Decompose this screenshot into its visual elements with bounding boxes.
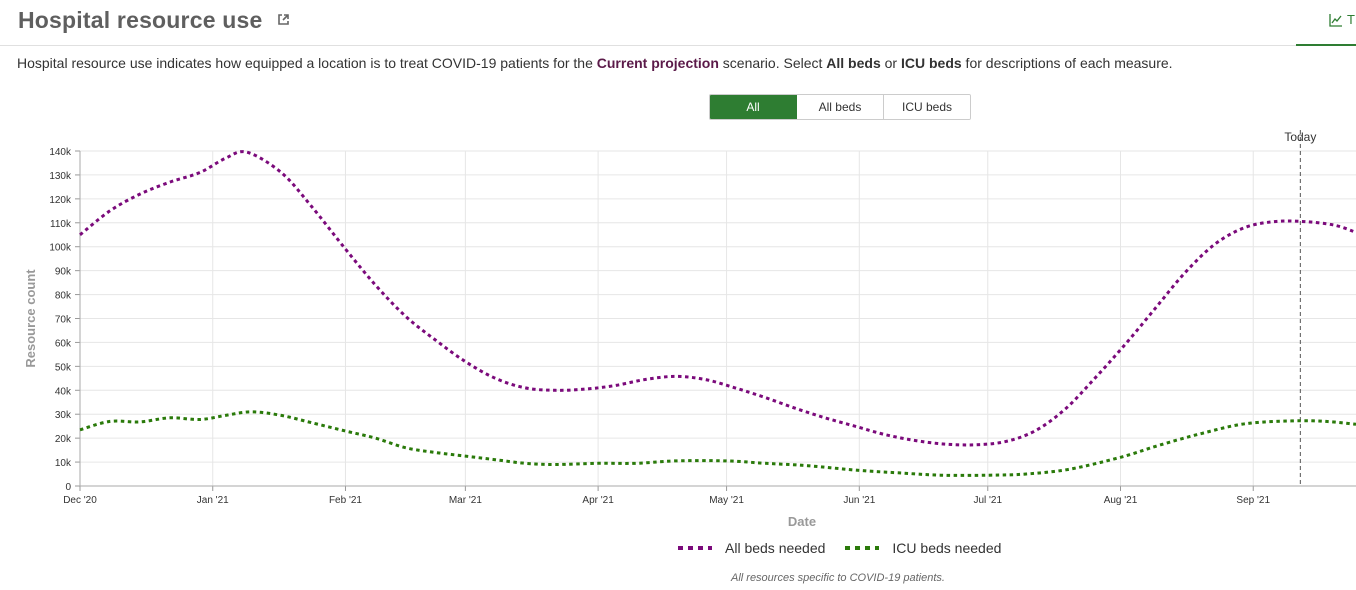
y-tick-label: 140k (49, 147, 72, 158)
measure-toggle: All All beds ICU beds (709, 94, 971, 120)
y-tick-label: 120k (49, 195, 72, 206)
legend-label-icu-beds: ICU beds needed (892, 540, 1002, 556)
series-line-icu-beds-needed (79, 410, 1356, 477)
y-tick-label: 60k (55, 338, 72, 349)
x-tick-label: Jan '21 (197, 495, 229, 506)
y-tick-label: 0 (65, 482, 71, 493)
x-tick-label: Aug '21 (1104, 495, 1138, 506)
icu-beds-term: ICU beds (900, 55, 962, 71)
x-tick-label: May '21 (709, 495, 744, 506)
all-beds-term: All beds (826, 55, 881, 71)
y-tick-label: 90k (55, 267, 72, 278)
scenario-name: Current projection (596, 55, 719, 71)
tab-chart[interactable]: T (1296, 0, 1356, 46)
description-part: or (880, 55, 901, 71)
series-line-all-beds-needed (79, 150, 1356, 447)
x-axis-title: Date (788, 514, 816, 529)
y-tick-label: 130k (49, 171, 72, 182)
x-tick-label: Sep '21 (1236, 495, 1270, 506)
y-tick-label: 110k (50, 219, 72, 230)
toggle-all-button[interactable]: All (710, 95, 797, 119)
description-part: Hospital resource use indicates how equi… (17, 55, 597, 71)
description-part: scenario. Select (718, 55, 827, 71)
y-tick-label: 40k (55, 386, 72, 397)
legend-swatch-icu-beds (845, 546, 880, 550)
y-tick-label: 80k (55, 291, 72, 302)
x-tick-label: Dec '20 (63, 495, 97, 506)
legend-swatch-all-beds (678, 546, 712, 550)
x-tick-label: Jul '21 (973, 495, 1002, 506)
y-tick-label: 10k (55, 458, 72, 469)
external-link-icon[interactable] (277, 13, 290, 26)
resource-use-chart: 0 10k 20k 30k 40k 50k 60k 70k 80k 90k 100k 110k 120k… (23, 130, 1356, 529)
chart-legend: All beds needed ICU beds needed (678, 540, 1021, 556)
x-tick-label: Feb '21 (329, 495, 362, 506)
x-tick-label: Apr '21 (582, 495, 614, 506)
y-axis-title: Resource count (23, 269, 38, 368)
description-part: for descriptions of each measure. (961, 55, 1173, 71)
y-tick-label: 70k (55, 315, 72, 326)
y-tick-label: 50k (55, 362, 72, 373)
x-tick-label: Jun '21 (843, 495, 875, 506)
y-tick-label: 100k (49, 243, 72, 254)
y-tick-label: 30k (55, 410, 72, 421)
x-tick-label: Mar '21 (449, 495, 482, 506)
legend-label-all-beds: All beds needed (725, 540, 826, 556)
legend-item-all-beds[interactable]: All beds needed (678, 540, 825, 556)
tab-chart-label: T (1347, 12, 1355, 27)
footnote: All resources specific to COVID-19 patie… (731, 572, 945, 584)
legend-item-icu-beds[interactable]: ICU beds needed (845, 540, 1001, 556)
toggle-all-beds-button[interactable]: All beds (797, 95, 884, 119)
line-chart-icon (1329, 14, 1342, 27)
toggle-icu-beds-button[interactable]: ICU beds (884, 95, 970, 119)
section-header: Hospital resource use T (0, 0, 1356, 46)
today-label: Today (1284, 130, 1316, 144)
description-text: Hospital resource use indicates how equi… (17, 55, 1173, 71)
y-tick-label: 20k (55, 434, 72, 445)
page-title: Hospital resource use (18, 7, 263, 33)
